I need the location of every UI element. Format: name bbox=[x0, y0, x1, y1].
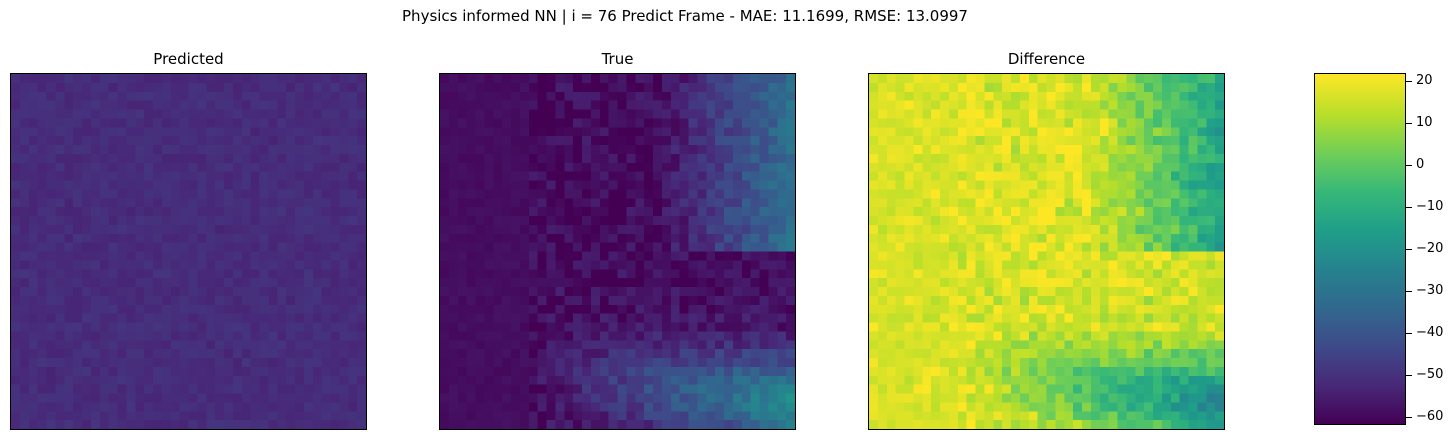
panel-title-difference: Difference bbox=[1007, 50, 1086, 68]
predicted-heatmap bbox=[10, 73, 367, 430]
colorbar-tick bbox=[1406, 374, 1412, 376]
panel-title-predicted: Predicted bbox=[153, 50, 224, 68]
colorbar-tick-label: −50 bbox=[1416, 366, 1444, 382]
true-heatmap bbox=[439, 73, 796, 430]
panel-title-true: True bbox=[601, 50, 634, 68]
colorbar-tick bbox=[1406, 81, 1412, 83]
colorbar-tick bbox=[1406, 207, 1412, 209]
colorbar-tick-label: 20 bbox=[1416, 73, 1433, 89]
colorbar-tick bbox=[1406, 416, 1412, 418]
difference-heatmap bbox=[868, 73, 1225, 430]
colorbar-tick bbox=[1406, 165, 1412, 167]
colorbar-tick bbox=[1406, 290, 1412, 292]
true-heatmap-canvas bbox=[440, 74, 795, 429]
figure-title: Physics informed NN | i = 76 Predict Fra… bbox=[402, 7, 968, 25]
colorbar-tick-label: −20 bbox=[1416, 241, 1444, 256]
colorbar-tick bbox=[1406, 249, 1412, 250]
colorbar-tick-label: 0 bbox=[1416, 157, 1425, 173]
colorbar-tick-label: 10 bbox=[1416, 115, 1433, 131]
colorbar-tick-label: −40 bbox=[1416, 324, 1444, 340]
colorbar-tick-label: −10 bbox=[1416, 199, 1444, 215]
colorbar-tick bbox=[1406, 332, 1412, 334]
colorbar-tick bbox=[1406, 123, 1412, 125]
difference-heatmap-canvas bbox=[869, 74, 1224, 429]
colorbar-tick-label: −60 bbox=[1416, 408, 1444, 424]
colorbar bbox=[1314, 73, 1406, 425]
colorbar-tick-label: −30 bbox=[1416, 282, 1444, 298]
predicted-heatmap-canvas bbox=[11, 74, 366, 429]
